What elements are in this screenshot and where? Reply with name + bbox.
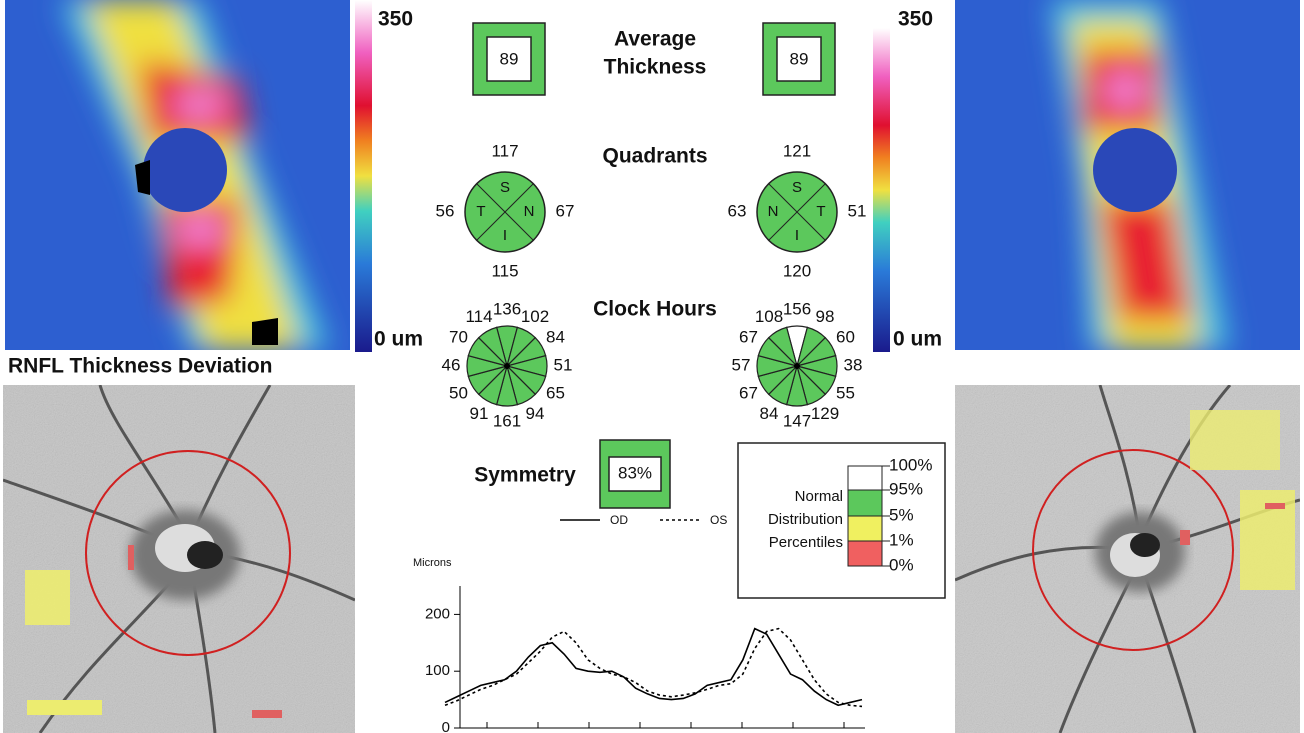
scale-max: 350 — [898, 8, 933, 31]
quadrant-letter: I — [795, 227, 799, 244]
clock-value: 156 — [783, 299, 811, 318]
average-value: 89 — [790, 49, 809, 68]
clock-value: 51 — [554, 355, 573, 374]
clock-hours-label: Clock Hours — [593, 298, 717, 321]
clock-value: 38 — [844, 355, 863, 374]
clock-value: 91 — [470, 404, 489, 423]
quadrant-value: 63 — [728, 201, 747, 220]
quadrant-value: 115 — [491, 261, 518, 280]
legend-level: 0% — [889, 555, 914, 574]
clock-value: 129 — [811, 404, 839, 423]
clock-value: 46 — [442, 355, 461, 374]
quadrant-value: 56 — [436, 201, 455, 220]
legend-level: 5% — [889, 505, 914, 524]
quadrant-letter: T — [816, 203, 825, 220]
data-line — [445, 629, 862, 707]
clock-value: 67 — [739, 327, 758, 346]
os-deviation-map — [955, 385, 1300, 733]
legend-swatch — [848, 541, 882, 566]
legend-label: OD — [610, 513, 628, 527]
clock-value: 70 — [449, 327, 468, 346]
clock-value: 102 — [521, 307, 549, 326]
quadrant-letter: N — [768, 203, 779, 220]
clock-value: 60 — [836, 327, 855, 346]
symmetry-value: 83% — [618, 463, 652, 482]
clock-value: 50 — [449, 383, 468, 402]
legend-title: Normal — [795, 488, 843, 505]
average-value: 89 — [500, 49, 519, 68]
legend-title: Distribution — [768, 511, 843, 528]
clock-value: 67 — [739, 383, 758, 402]
quadrant-letter: N — [524, 203, 535, 220]
quadrant-value: 117 — [491, 141, 518, 160]
clock-value: 55 — [836, 383, 855, 402]
legend-label: OS — [710, 513, 727, 527]
deviation-title: RNFL Thickness Deviation — [8, 355, 273, 378]
legend-swatch — [848, 516, 882, 541]
clock-value: 57 — [732, 355, 751, 374]
y-tick-label: 100 — [425, 662, 450, 679]
clock-value: 136 — [493, 299, 521, 318]
scale-min: 0 um — [374, 328, 423, 351]
average-label: Average — [614, 28, 696, 51]
clock-value: 84 — [760, 404, 779, 423]
report: 350 0 um 350 0 um RNFL Thickness Deviati… — [0, 0, 1304, 733]
os-color-scale — [873, 28, 890, 352]
quadrant-value: 51 — [848, 201, 867, 220]
os-thickness-map — [955, 0, 1300, 350]
clock-value: 98 — [816, 307, 835, 326]
scale-max: 350 — [378, 8, 413, 31]
average-label: Thickness — [604, 56, 707, 79]
legend-swatch — [848, 466, 882, 490]
quadrant-letter: I — [503, 227, 507, 244]
legend-level: 100% — [889, 455, 932, 474]
page: 350 0 um 350 0 um RNFL Thickness Deviati… — [0, 0, 1304, 733]
quadrant-letter: S — [792, 179, 802, 196]
clock-value: 147 — [783, 411, 811, 430]
clock-value: 94 — [526, 404, 545, 423]
clock-center — [794, 363, 800, 369]
quadrants-label: Quadrants — [602, 145, 707, 168]
symmetry-label: Symmetry — [474, 464, 576, 487]
od-color-scale — [355, 0, 372, 352]
clock-value: 114 — [465, 307, 492, 326]
y-tick-label: 0 — [442, 719, 450, 733]
od-deviation-map — [3, 385, 355, 733]
od-thickness-map — [5, 0, 350, 350]
clock-value: 65 — [546, 383, 565, 402]
quadrant-value: 121 — [783, 141, 811, 160]
quadrant-value: 120 — [783, 261, 811, 280]
legend-level: 1% — [889, 530, 914, 549]
quadrant-letter: S — [500, 179, 510, 196]
legend-level: 95% — [889, 479, 923, 498]
quadrant-value: 67 — [556, 201, 575, 220]
scale-min: 0 um — [893, 328, 942, 351]
y-axis-label: Microns — [413, 557, 452, 569]
clock-center — [504, 363, 510, 369]
quadrant-letter: T — [476, 203, 485, 220]
clock-value: 84 — [546, 327, 565, 346]
legend-title: Percentiles — [769, 534, 843, 551]
clock-value: 161 — [493, 411, 521, 430]
legend-swatch — [848, 490, 882, 516]
clock-value: 108 — [755, 307, 783, 326]
y-tick-label: 200 — [425, 605, 450, 622]
